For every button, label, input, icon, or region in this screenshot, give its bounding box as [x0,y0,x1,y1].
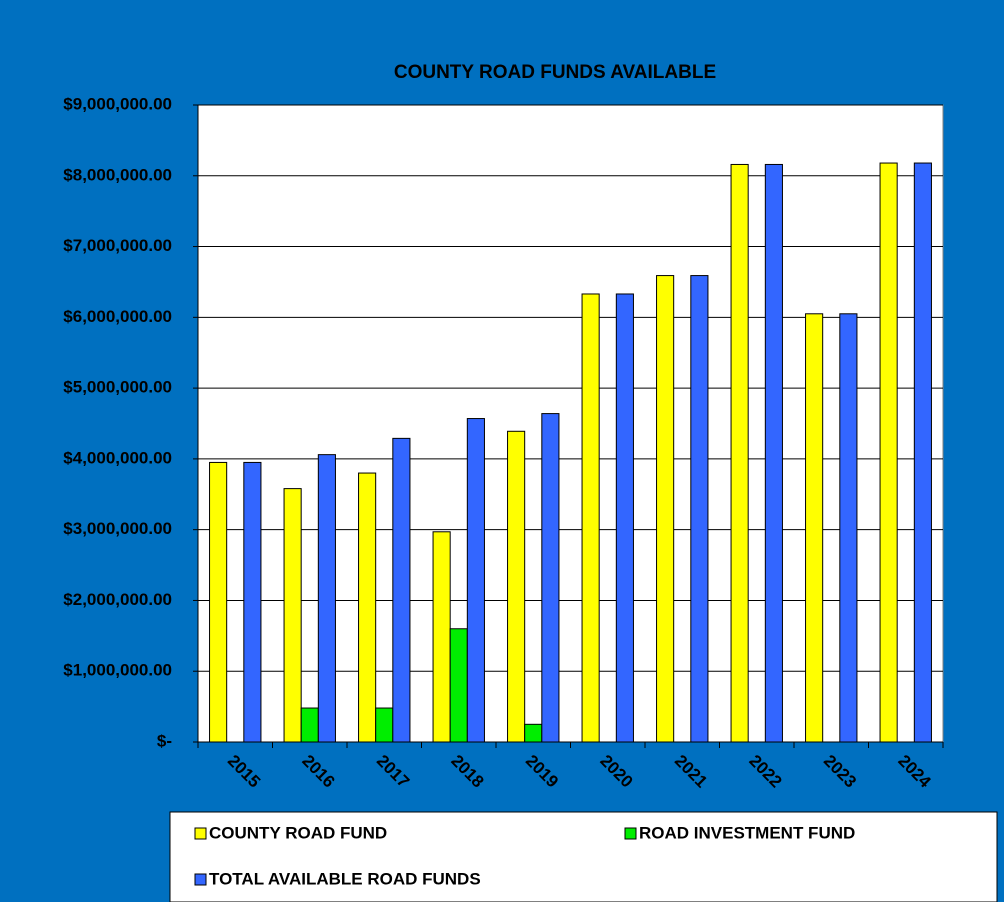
bar [375,707,394,743]
bar [805,313,824,743]
bar [432,531,451,743]
legend-swatch [624,827,637,840]
bar [243,461,262,743]
y-tick-label: $6,000,000.00 [63,307,172,326]
y-tick-label: $7,000,000.00 [63,236,172,255]
bar [615,293,634,743]
bar [764,163,783,743]
bar [392,437,411,743]
y-tick-label: $2,000,000.00 [63,590,172,609]
bar [879,162,898,743]
legend-label: ROAD INVESTMENT FUND [639,823,855,842]
y-tick-label: $1,000,000.00 [63,661,172,680]
y-tick-label: $8,000,000.00 [63,165,172,184]
chart-title: COUNTY ROAD FUNDS AVAILABLE [394,62,716,83]
bar [690,275,709,743]
bar [449,628,468,743]
bar [283,488,302,743]
legend-label: TOTAL AVAILABLE ROAD FUNDS [209,869,481,888]
y-tick-label: $- [157,731,172,750]
bar [730,163,749,743]
bar [466,418,485,743]
legend-swatch [194,827,207,840]
bar [913,162,932,743]
bar [656,275,675,743]
y-tick-label: $3,000,000.00 [63,519,172,538]
bar [524,723,543,743]
y-tick-label: $9,000,000.00 [63,94,172,113]
bar [507,430,526,743]
legend-box [169,811,998,902]
bar [541,413,560,743]
bar [581,293,600,743]
legend-label: COUNTY ROAD FUND [209,823,387,842]
legend-swatch [194,873,207,886]
bar [839,313,858,743]
bar [358,472,377,743]
bar [317,454,336,743]
y-tick-label: $4,000,000.00 [63,448,172,467]
plot-area [197,104,944,743]
bar [209,461,228,743]
bar [300,707,319,743]
y-tick-label: $5,000,000.00 [63,378,172,397]
